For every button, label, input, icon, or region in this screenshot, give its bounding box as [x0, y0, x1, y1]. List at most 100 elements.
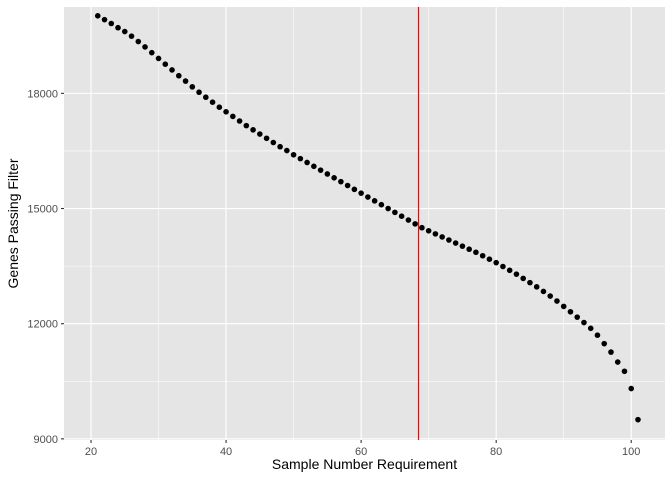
data-point: [365, 194, 371, 200]
data-point: [479, 252, 486, 259]
data-point: [304, 159, 310, 166]
data-point: [344, 182, 351, 189]
data-point: [196, 89, 202, 96]
data-point: [540, 288, 547, 295]
data-point: [162, 61, 169, 67]
data-point: [203, 94, 209, 101]
data-point: [331, 175, 337, 181]
data-point: [236, 118, 243, 124]
data-point: [250, 127, 256, 133]
x-axis: 20 40 60 80 100: [85, 440, 640, 458]
x-tick-label: 40: [220, 446, 232, 458]
data-point: [142, 44, 148, 50]
data-point: [277, 143, 283, 150]
data-point: [290, 151, 297, 158]
data-point: [621, 368, 628, 375]
data-point: [533, 284, 540, 290]
data-point: [452, 240, 459, 246]
data-point: [601, 340, 608, 347]
x-tick-label: 20: [85, 446, 97, 458]
data-point: [587, 325, 594, 332]
major-gridlines: [64, 7, 665, 440]
data-point: [560, 303, 567, 310]
x-tick-label: 60: [355, 446, 367, 458]
data-point: [419, 224, 425, 231]
data-point: [101, 16, 108, 23]
data-point: [446, 237, 452, 243]
data-point: [567, 308, 574, 315]
data-point: [554, 298, 560, 304]
data-point: [439, 234, 445, 240]
data-point: [371, 198, 378, 204]
data-point: [338, 178, 344, 185]
data-point: [378, 201, 385, 208]
data-point: [121, 28, 128, 35]
data-point: [486, 256, 493, 262]
data-point: [432, 231, 439, 237]
data-point: [351, 186, 358, 193]
y-tick-label: 18000: [27, 88, 58, 100]
data-point: [148, 49, 155, 56]
data-point: [108, 20, 115, 27]
data-point: [392, 209, 398, 216]
data-point: [317, 167, 324, 173]
data-point: [500, 263, 506, 270]
x-tick-label: 100: [622, 446, 640, 458]
data-point: [547, 293, 554, 299]
plot-panel: [64, 7, 665, 440]
data-point: [520, 275, 526, 282]
data-point: [189, 84, 196, 90]
y-tick-label: 9000: [34, 434, 58, 446]
data-point: [513, 271, 520, 277]
data-point: [425, 227, 432, 234]
data-point: [506, 267, 513, 274]
data-points: [94, 13, 641, 423]
data-point: [311, 163, 317, 170]
data-point: [169, 67, 175, 73]
data-point: [209, 99, 216, 105]
data-point: [324, 171, 331, 177]
data-point: [527, 279, 533, 286]
minor-gridlines: [64, 7, 665, 440]
x-tick-label: 80: [490, 446, 502, 458]
data-point: [270, 139, 277, 146]
data-point: [614, 359, 621, 365]
y-axis-title: Genes Passing Filter: [5, 158, 21, 288]
data-point: [473, 249, 479, 256]
data-point: [175, 72, 182, 79]
data-point: [358, 190, 364, 196]
data-point: [263, 135, 270, 142]
data-point: [581, 319, 587, 326]
y-axis: 9000 12000 15000 18000: [27, 88, 64, 446]
data-point: [608, 349, 614, 355]
data-point: [405, 217, 412, 223]
data-point: [128, 33, 135, 39]
data-point: [94, 13, 101, 19]
data-point: [230, 113, 236, 120]
data-point: [155, 55, 162, 62]
y-tick-label: 12000: [27, 319, 58, 331]
data-point: [594, 332, 601, 339]
data-point: [216, 104, 223, 110]
data-point: [223, 108, 229, 115]
data-point: [493, 259, 499, 266]
data-point: [182, 78, 189, 84]
data-point: [385, 205, 391, 212]
data-point: [135, 38, 142, 45]
data-point: [115, 24, 121, 31]
data-point: [284, 147, 290, 154]
data-point: [635, 416, 641, 423]
data-point: [297, 155, 304, 162]
data-point: [243, 122, 250, 129]
data-point: [574, 314, 581, 320]
data-point: [412, 221, 418, 227]
y-tick-label: 15000: [27, 204, 58, 216]
data-point: [459, 243, 466, 249]
data-point: [466, 246, 472, 253]
data-point: [257, 131, 263, 137]
data-point: [398, 213, 405, 220]
data-point: [628, 385, 635, 392]
x-axis-title: Sample Number Requirement: [272, 456, 457, 472]
